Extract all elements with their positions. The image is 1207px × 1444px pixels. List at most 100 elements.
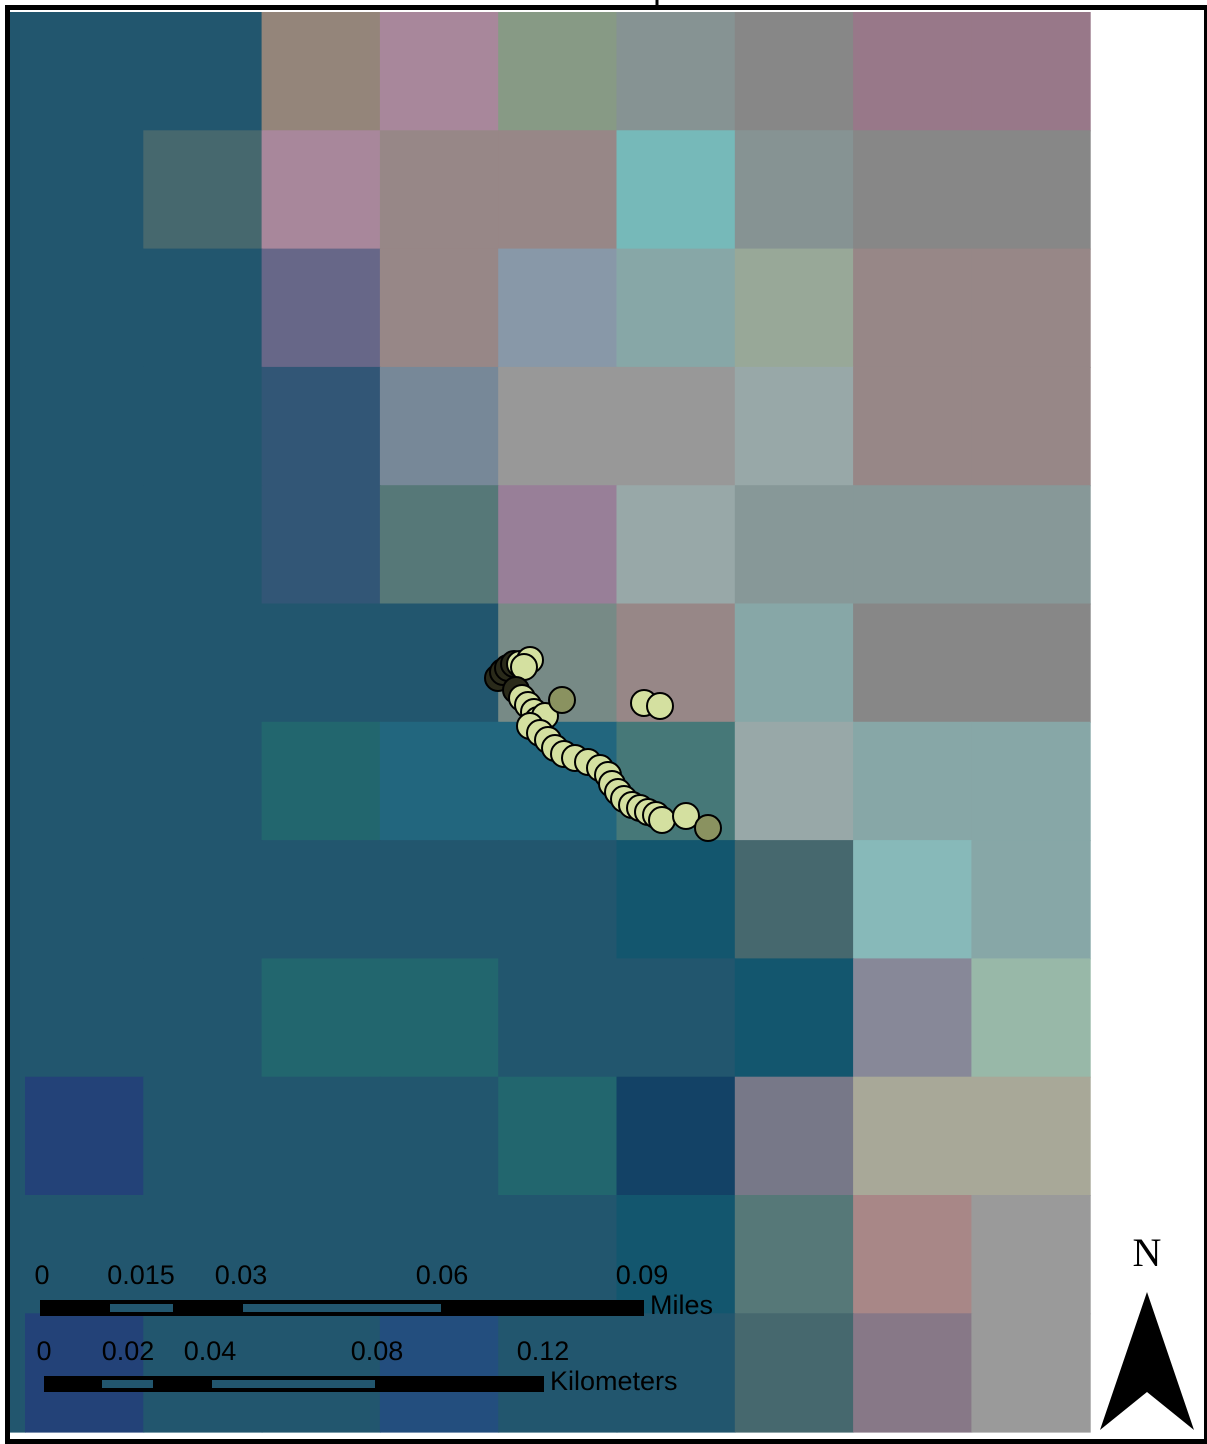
raster-cell <box>853 1195 973 1315</box>
raster-cell <box>10 1195 26 1315</box>
raster-cell <box>498 958 618 1078</box>
raster-cell <box>261 1313 381 1433</box>
raster-cell <box>616 485 736 605</box>
raster-cell <box>10 366 26 487</box>
raster-cell <box>971 1195 1091 1315</box>
scale-miles-tick-0: 0 <box>34 1260 49 1290</box>
raster-cell <box>10 603 26 723</box>
raster-cell <box>261 485 381 605</box>
raster-cell <box>143 958 263 1078</box>
raster-cell <box>25 366 145 487</box>
raster-cell <box>261 1195 381 1315</box>
raster-cell <box>498 366 618 487</box>
raster-cell <box>498 130 618 250</box>
raster-cell <box>616 366 736 487</box>
raster-cell <box>734 1076 855 1196</box>
scale-km-tick-2: 0.04 <box>184 1336 237 1366</box>
raster-cell <box>853 12 973 132</box>
scale-bar-miles-seg1 <box>110 1304 173 1312</box>
raster-cell <box>25 248 145 368</box>
raster-cell <box>379 840 500 960</box>
raster-cell <box>971 1313 1091 1433</box>
north-arrow: N <box>1100 1230 1194 1430</box>
raster-cell <box>10 721 26 842</box>
raster-cell <box>379 1076 500 1196</box>
raster-cell <box>261 958 381 1078</box>
raster-cell <box>616 840 736 960</box>
raster-cell <box>379 130 500 250</box>
raster-cell <box>853 721 973 842</box>
raster-cell <box>25 485 145 605</box>
track-point <box>648 806 676 834</box>
raster-cell <box>261 840 381 960</box>
track-point <box>694 814 722 842</box>
scale-bar-km-seg1 <box>102 1380 153 1388</box>
raster-cell <box>853 1313 973 1433</box>
raster-cell <box>971 130 1091 250</box>
raster-cell <box>10 485 26 605</box>
raster-cell <box>25 130 145 250</box>
raster-cell <box>25 603 145 723</box>
raster-cell <box>10 958 26 1078</box>
raster-cell <box>261 12 381 132</box>
raster-cell <box>853 1076 973 1196</box>
raster-cell <box>10 12 26 132</box>
raster-cell <box>616 1076 736 1196</box>
raster-cell <box>616 248 736 368</box>
scale-bar-km: 0 0.02 0.04 0.08 0.12 Kilometers <box>36 1336 677 1396</box>
raster-cell <box>616 130 736 250</box>
raster-cell <box>379 248 500 368</box>
raster-cell <box>25 1076 145 1196</box>
raster-cell <box>971 721 1091 842</box>
track-point <box>672 802 700 830</box>
raster-cell <box>261 130 381 250</box>
raster-cell <box>734 721 855 842</box>
north-arrow-icon <box>1100 1292 1194 1430</box>
raster-cell <box>25 721 145 842</box>
raster-cell <box>971 366 1091 487</box>
raster-cell <box>143 485 263 605</box>
raster-cell <box>143 840 263 960</box>
raster-cell <box>971 248 1091 368</box>
raster-cell <box>143 12 263 132</box>
raster-cell <box>853 840 973 960</box>
raster-cell <box>734 1195 855 1315</box>
raster-cell <box>143 1195 263 1315</box>
raster-cell <box>379 366 500 487</box>
raster-cell <box>379 485 500 605</box>
raster-cell <box>25 958 145 1078</box>
raster-cell <box>261 603 381 723</box>
raster-cell <box>734 366 855 487</box>
raster-cell <box>971 12 1091 132</box>
raster-cell <box>616 1313 736 1433</box>
scale-km-tick-1: 0.02 <box>102 1336 155 1366</box>
raster-cell <box>853 603 973 723</box>
raster-cell <box>143 603 263 723</box>
scale-bar-km-seg2 <box>212 1380 375 1388</box>
raster-cell <box>25 840 145 960</box>
raster-cell <box>143 721 263 842</box>
raster-cell <box>25 1195 145 1315</box>
scale-miles-tick-3: 0.06 <box>416 1260 469 1290</box>
raster-cell <box>853 958 973 1078</box>
raster-cell <box>25 12 145 132</box>
raster-cell <box>261 248 381 368</box>
scale-bar-miles-seg2 <box>243 1304 441 1312</box>
raster-cell <box>143 366 263 487</box>
raster-cell <box>734 958 855 1078</box>
raster-cell <box>143 1313 263 1433</box>
raster-cell <box>853 485 973 605</box>
raster-cell <box>10 840 26 960</box>
raster-cell <box>143 248 263 368</box>
raster-cell <box>498 840 618 960</box>
raster-cell <box>734 603 855 723</box>
raster-cell <box>379 958 500 1078</box>
raster-cell <box>379 603 500 723</box>
scale-km-tick-0: 0 <box>36 1336 51 1366</box>
raster-cell <box>10 1076 26 1196</box>
raster-cell <box>971 1076 1091 1196</box>
raster-cell <box>143 1076 263 1196</box>
raster-cell <box>734 130 855 250</box>
raster-cell <box>379 1195 500 1315</box>
